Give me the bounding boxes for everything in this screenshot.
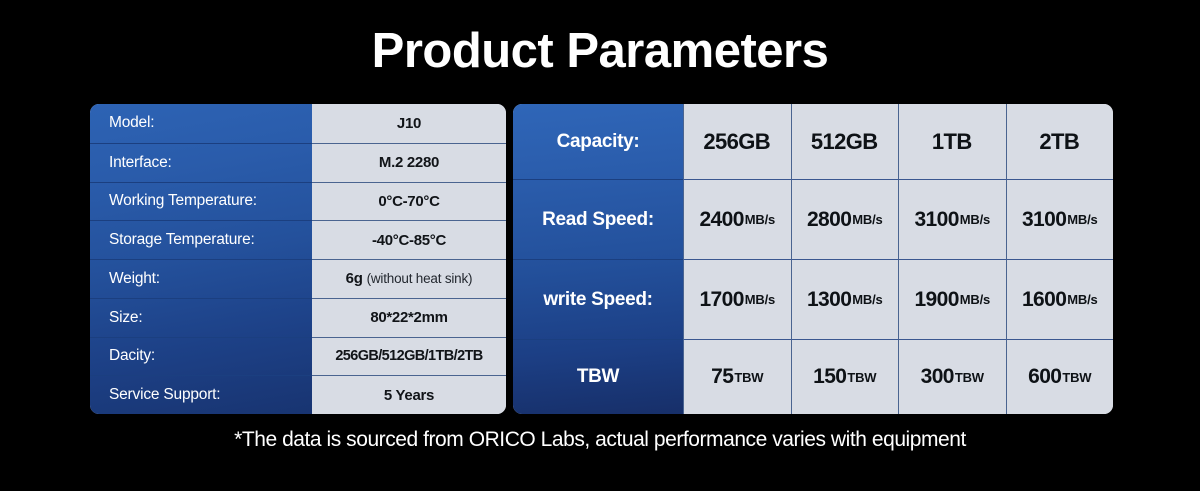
capacity-cell-unit: MB/s [852, 292, 883, 307]
table-row: Storage Temperature: -40°C-85°C [90, 220, 506, 259]
capacity-cell: 1900 MB/s [898, 259, 1006, 339]
table-row: Read Speed: 2400 MB/s 2800 MB/s 3100 MB/… [513, 179, 1113, 259]
capacity-table: Capacity: 256GB 512GB 1TB 2TB [513, 104, 1113, 414]
table-row: Weight: 6g (without heat sink) [90, 259, 506, 298]
capacity-cell-unit: MB/s [744, 292, 776, 307]
capacity-cell-unit: MB/s [1067, 292, 1098, 307]
spec-key: Model: [109, 114, 155, 132]
spec-key: Storage Temperature: [90, 220, 312, 259]
capacity-cell-value: 600 [1028, 365, 1062, 388]
capacity-cell: 2400 MB/s [683, 179, 791, 259]
capacity-cell-value: 1900 [914, 287, 959, 311]
spec-table: Model: J10 Interface: M.2 2280 Working T… [90, 104, 506, 414]
capacity-cell-value: 2800 [806, 207, 852, 231]
capacity-cell-value: 1600 [1021, 287, 1067, 311]
capacity-cell-value: 1300 [806, 287, 852, 311]
capacity-cell: 75 TBW [683, 339, 791, 414]
spec-value: 80*22*2mm [312, 297, 506, 337]
capacity-cell-value: 300 [920, 365, 955, 388]
capacity-cell-value: 75 [711, 365, 734, 388]
capacity-row-label: write Speed: [513, 259, 683, 339]
table-row: Model: J10 [90, 104, 506, 143]
spec-key: Weight: [90, 259, 312, 298]
capacity-cell-unit: TBW [954, 369, 984, 385]
capacity-cell-value: 512GB [810, 128, 878, 154]
capacity-cell-value: 1700 [699, 287, 744, 311]
table-row: Size: 80*22*2mm [90, 297, 506, 337]
spec-key: Dacity: [90, 336, 312, 376]
capacity-cell: 1700 MB/s [683, 259, 791, 339]
spec-value: 0°C-70°C [312, 181, 506, 221]
spec-value-text: 0°C-70°C [378, 192, 440, 210]
table-row: Working Temperature: 0°C-70°C [90, 181, 506, 221]
capacity-cell-value: 2400 [699, 207, 744, 231]
capacity-row-label: TBW [513, 339, 683, 414]
capacity-cell-unit: MB/s [959, 292, 991, 307]
spec-value-text: M.2 2280 [378, 154, 440, 172]
spec-value-text: 5 Years [383, 386, 435, 404]
capacity-cell: 3100 MB/s [1005, 179, 1113, 259]
table-row: Dacity: 256GB/512GB/1TB/2TB [90, 336, 506, 376]
spec-value: M.2 2280 [312, 142, 506, 182]
capacity-cell: 1600 MB/s [1005, 259, 1113, 339]
spec-value-text: 80*22*2mm [370, 309, 448, 327]
capacity-cell-value: 3100 [914, 207, 959, 231]
capacity-cell-value: 3100 [1021, 207, 1067, 231]
footnote: *The data is sourced from ORICO Labs, ac… [234, 428, 966, 451]
spec-table-rows: Model: J10 Interface: M.2 2280 Working T… [90, 104, 506, 414]
table-row: Service Support: 5 Years [90, 375, 506, 414]
table-row: write Speed: 1700 MB/s 1300 MB/s 1900 MB… [513, 259, 1113, 339]
capacity-cell-unit: TBW [847, 369, 877, 385]
spec-value-note: (without heat sink) [366, 271, 473, 287]
capacity-cell-unit: MB/s [1067, 212, 1098, 227]
capacity-cell-unit: MB/s [852, 212, 883, 227]
table-row: Interface: M.2 2280 [90, 142, 506, 182]
spec-value-text: 6g [345, 270, 363, 288]
capacity-cell: 3100 MB/s [898, 179, 1006, 259]
spec-value-text: -40°C-85°C [371, 231, 447, 249]
spec-key: Working Temperature: [90, 181, 312, 221]
capacity-cell: 300 TBW [898, 339, 1006, 414]
capacity-cell-value: 150 [813, 365, 847, 388]
capacity-cell: 1300 MB/s [790, 259, 898, 339]
spec-value: 256GB/512GB/1TB/2TB [312, 336, 506, 376]
capacity-cell: 2800 MB/s [790, 179, 898, 259]
spec-value: J10 [312, 104, 506, 143]
spec-value-text: 256GB/512GB/1TB/2TB [335, 348, 483, 365]
capacity-table-rows: Capacity: 256GB 512GB 1TB 2TB [513, 104, 1113, 414]
spec-key: Size: [90, 297, 312, 337]
spec-key: Service Support: [90, 375, 312, 414]
spec-value: 5 Years [312, 375, 506, 414]
spec-value-text: J10 [396, 114, 422, 132]
table-row: TBW 75 TBW 150 TBW 300 TBW 600 TBW [513, 339, 1113, 414]
capacity-cell-value: 256GB [703, 128, 771, 154]
capacity-cell-unit: MB/s [744, 212, 776, 227]
capacity-cell-unit: MB/s [959, 212, 991, 227]
capacity-cell: 600 TBW [1005, 339, 1113, 414]
spec-value: 6g (without heat sink) [312, 259, 506, 298]
capacity-cell-value: 1TB [931, 128, 972, 154]
capacity-cell-unit: TBW [1062, 369, 1092, 385]
capacity-row-label: Read Speed: [513, 179, 683, 259]
capacity-row-label: Capacity: [556, 130, 640, 152]
spec-key: Interface: [90, 142, 312, 182]
capacity-cell: 512GB [790, 104, 898, 179]
capacity-cell: 256GB [683, 104, 791, 179]
capacity-cell-unit: TBW [734, 369, 764, 385]
capacity-cell: 1TB [898, 104, 1006, 179]
page-title: Product Parameters [371, 24, 829, 78]
capacity-cell-value: 2TB [1039, 128, 1080, 154]
capacity-cell: 2TB [1005, 104, 1113, 179]
capacity-cell: 150 TBW [790, 339, 898, 414]
spec-value: -40°C-85°C [312, 220, 506, 259]
table-row: Capacity: 256GB 512GB 1TB 2TB [513, 104, 1113, 179]
